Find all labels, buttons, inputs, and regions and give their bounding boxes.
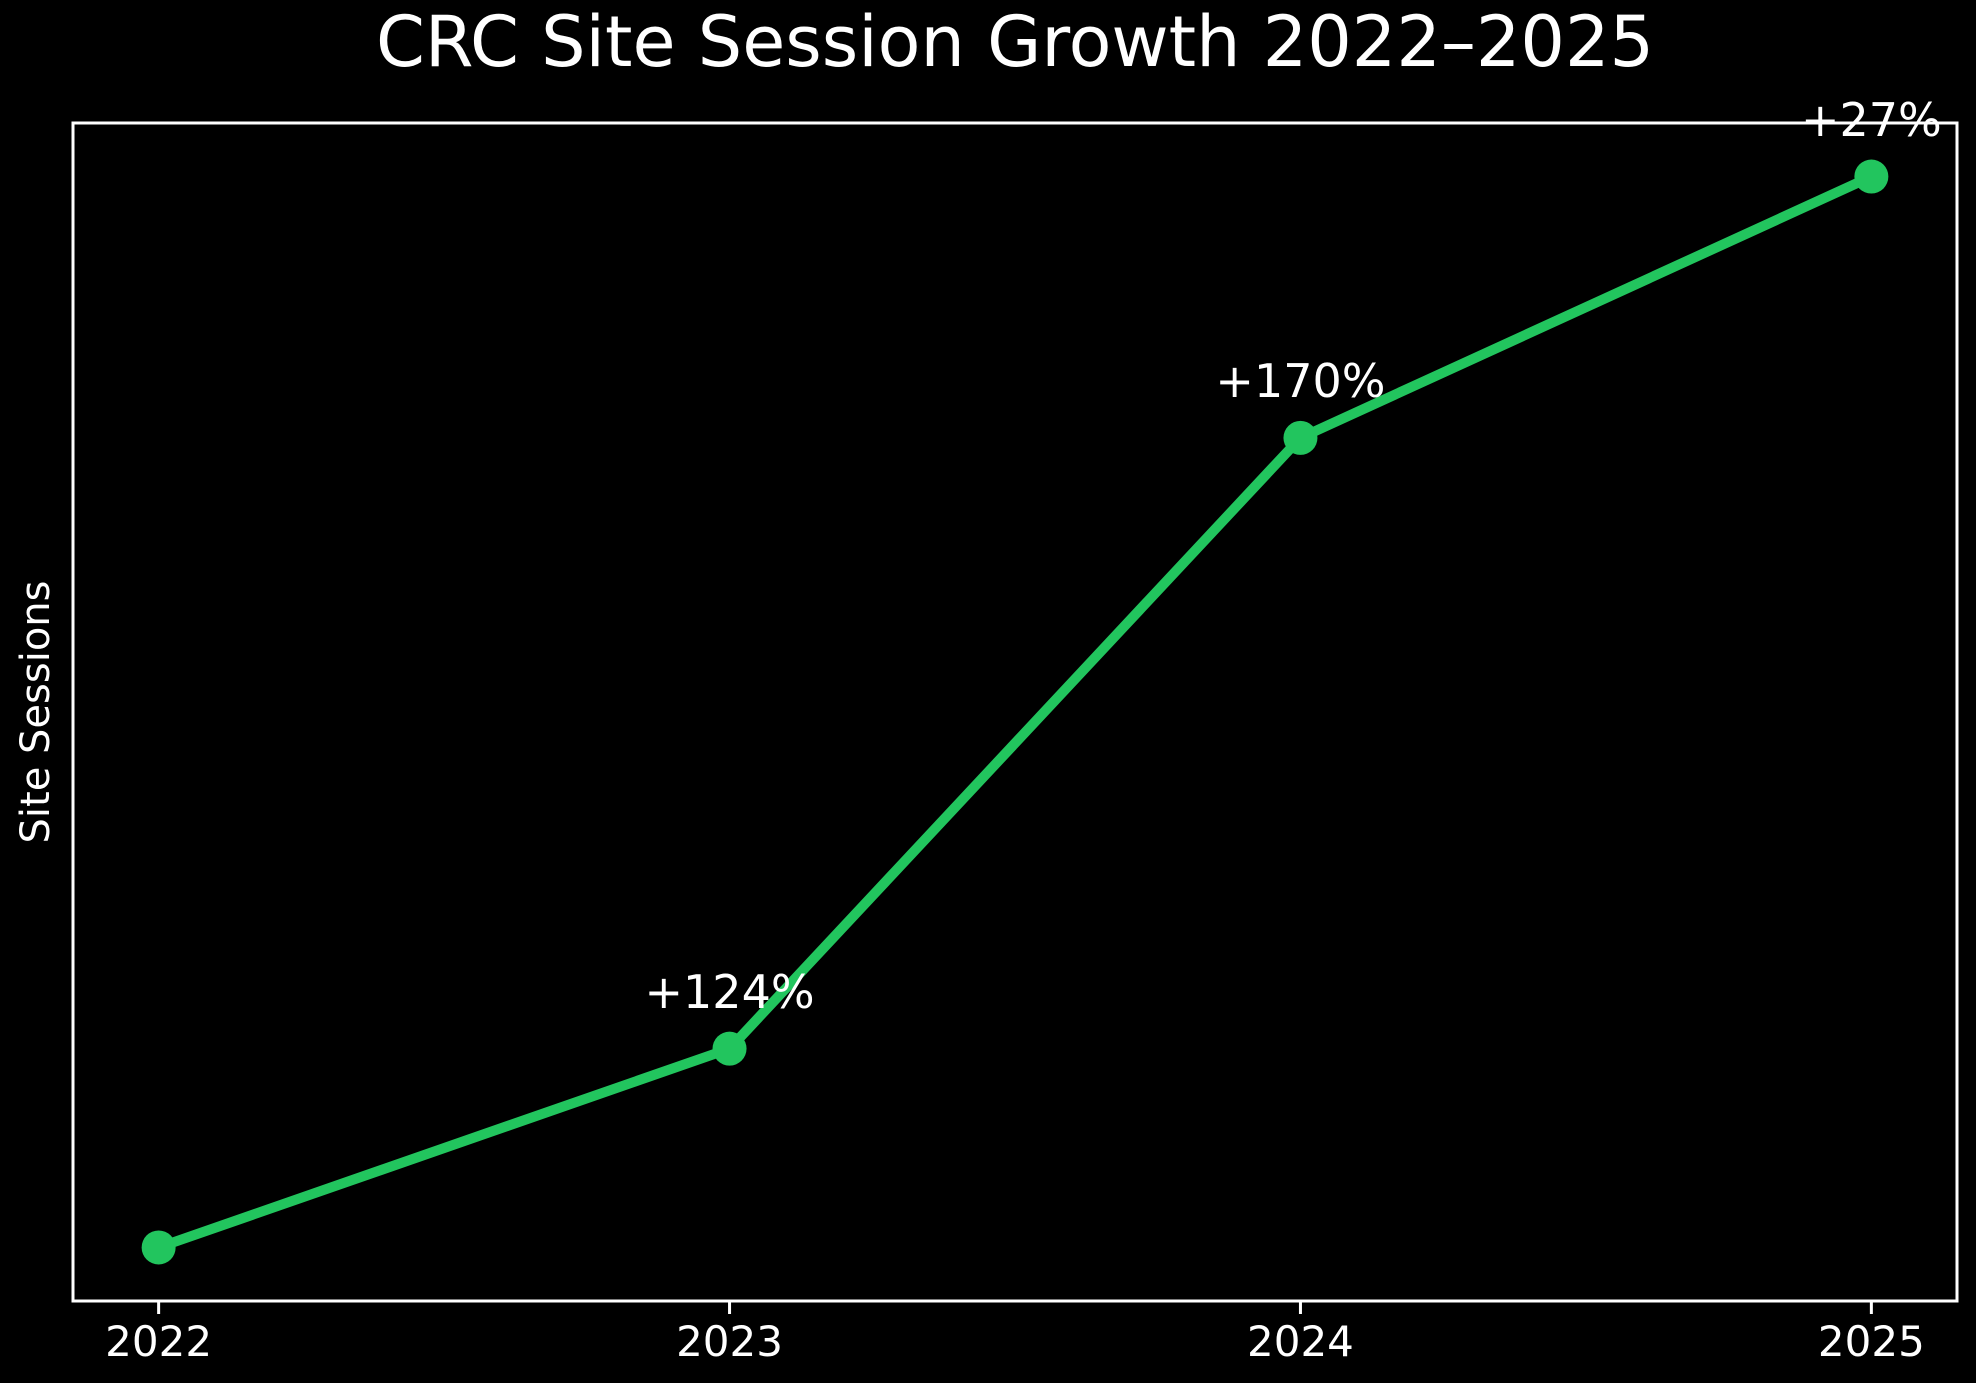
series-line (153, 171, 1877, 1253)
x-tick-label-2022: 2022 (105, 1317, 213, 1366)
data-point-2024 (1283, 420, 1318, 455)
axes-spines (71, 121, 1959, 1303)
data-point-2022 (141, 1230, 176, 1265)
chart-title: CRC Site Session Growth 2022–2025 (375, 1, 1655, 83)
data-point-2023 (712, 1031, 747, 1066)
x-tick-label-2024: 2024 (1247, 1317, 1354, 1366)
annotation-2023: +124% (644, 964, 815, 1019)
x-tick-label-2023: 2023 (676, 1317, 783, 1366)
x-tick-label-2025: 2025 (1817, 1317, 1925, 1366)
y-axis-label: Site Sessions (13, 580, 59, 844)
data-point-2025 (1854, 159, 1889, 194)
annotation-2025: +27% (1800, 92, 1942, 147)
annotation-2024: +170% (1215, 353, 1386, 408)
